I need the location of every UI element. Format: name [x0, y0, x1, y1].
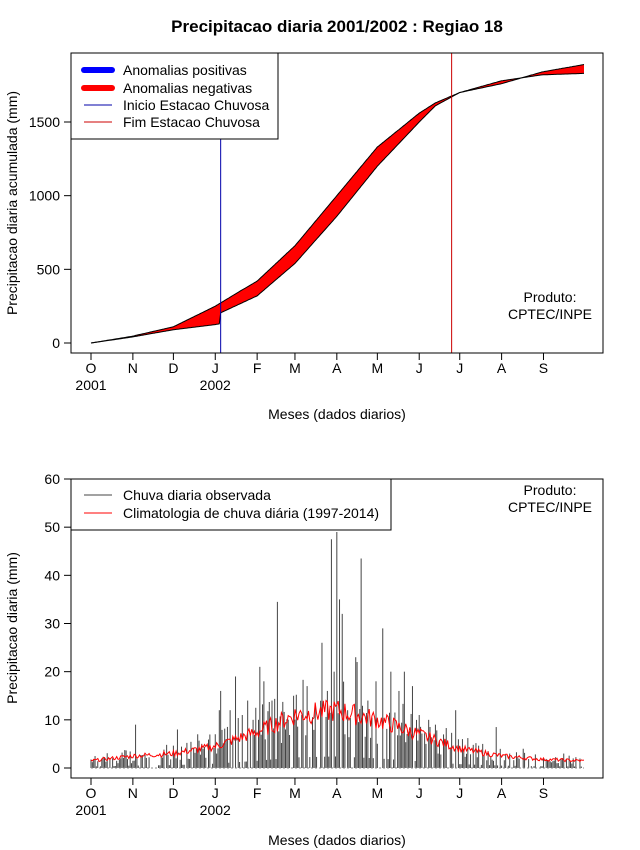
x-tick-label: A	[497, 360, 507, 376]
y-axis-label-bottom: Precipitacao diaria (mm)	[4, 552, 20, 704]
accumulated-plot: 0 500 1000 1500 O N D J F M A M J J A S 2001 2002 Precip…	[4, 52, 604, 422]
negative-anomaly-fill	[91, 64, 584, 343]
year-label: 2001	[75, 802, 106, 818]
x-tick-label: A	[332, 785, 342, 801]
climatology-line	[90, 699, 585, 763]
year-label: 2002	[200, 377, 231, 393]
y-tick-label: 40	[44, 567, 60, 583]
x-tick-label: S	[539, 360, 548, 376]
legend-entry-positive: Anomalias positivas	[123, 62, 247, 78]
climatology-accumulated-line	[90, 72, 584, 344]
x-tick-label: M	[289, 360, 301, 376]
legend-entry-negative: Anomalias negativas	[123, 80, 252, 96]
anomaly-area	[91, 64, 584, 343]
x-axis-label-top: Meses (dados diarios)	[268, 406, 406, 422]
x-tick-label: O	[86, 360, 97, 376]
y-tick-label: 30	[44, 616, 60, 632]
x-tick-label: J	[416, 360, 423, 376]
x-axis-top: O N D J F M A M J J A S 2001 2002	[75, 352, 548, 393]
y-tick-label: 0	[52, 335, 60, 351]
legend-entry-observed: Chuva diaria observada	[123, 487, 271, 503]
x-tick-label: J	[212, 785, 219, 801]
x-tick-label: J	[212, 360, 219, 376]
product-source-bottom: CPTEC/INPE	[508, 499, 592, 515]
x-axis-bottom: O N D J F M A M J J A S 2001 2002	[75, 777, 548, 818]
x-tick-label: A	[497, 785, 507, 801]
product-source-top: CPTEC/INPE	[508, 306, 592, 322]
y-tick-label: 60	[44, 471, 60, 487]
y-tick-label: 1500	[29, 114, 60, 130]
x-tick-label: S	[539, 785, 548, 801]
x-tick-label: D	[168, 360, 178, 376]
observed-accumulated-line	[90, 64, 585, 344]
daily-bars	[90, 531, 584, 769]
daily-plot: 0 10 20 30 40 50 60 O N D J F M A M J J A S 2001 2002 Preci…	[4, 471, 604, 848]
x-tick-label: F	[253, 785, 262, 801]
year-label: 2002	[200, 802, 231, 818]
chart-title: Precipitacao diaria 2001/2002 : Regiao 1…	[171, 17, 503, 36]
x-axis-label-bottom: Meses (dados diarios)	[268, 832, 406, 848]
x-tick-label: M	[372, 360, 384, 376]
x-tick-label: O	[86, 785, 97, 801]
x-tick-label: D	[168, 785, 178, 801]
y-tick-label: 1000	[29, 188, 60, 204]
accumulation-lines	[90, 64, 585, 344]
y-tick-label: 50	[44, 519, 60, 535]
legend-bottom: Chuva diaria observada Climatologia de c…	[70, 478, 392, 531]
x-tick-label: J	[456, 785, 463, 801]
legend-entry-start: Inicio Estacao Chuvosa	[123, 97, 270, 113]
product-label-bottom: Produto:	[524, 482, 577, 498]
legend-box-bottom	[70, 478, 392, 531]
x-tick-label: M	[289, 785, 301, 801]
y-tick-label: 10	[44, 712, 60, 728]
product-label-top: Produto:	[524, 289, 577, 305]
x-tick-label: M	[372, 785, 384, 801]
x-tick-label: N	[128, 785, 138, 801]
x-tick-label: N	[128, 360, 138, 376]
y-axis-bottom: 0 10 20 30 40 50 60	[44, 471, 72, 776]
legend-entry-end: Fim Estacao Chuvosa	[123, 114, 260, 130]
legend-entry-climatology: Climatologia de chuva diária (1997-2014)	[123, 505, 379, 521]
x-tick-label: J	[416, 785, 423, 801]
climatology-daily-line	[90, 699, 585, 763]
x-tick-label: F	[253, 360, 262, 376]
x-tick-label: J	[456, 360, 463, 376]
y-axis-top: 0 500 1000 1500	[29, 114, 72, 351]
year-label: 2001	[75, 377, 106, 393]
y-axis-label-top: Precipitacao diaria acumulada (mm)	[4, 91, 20, 315]
y-tick-label: 500	[37, 261, 61, 277]
x-tick-label: A	[332, 360, 342, 376]
y-tick-label: 0	[52, 760, 60, 776]
y-tick-label: 20	[44, 664, 60, 680]
legend-top: Anomalias positivas Anomalias negativas …	[70, 52, 279, 140]
